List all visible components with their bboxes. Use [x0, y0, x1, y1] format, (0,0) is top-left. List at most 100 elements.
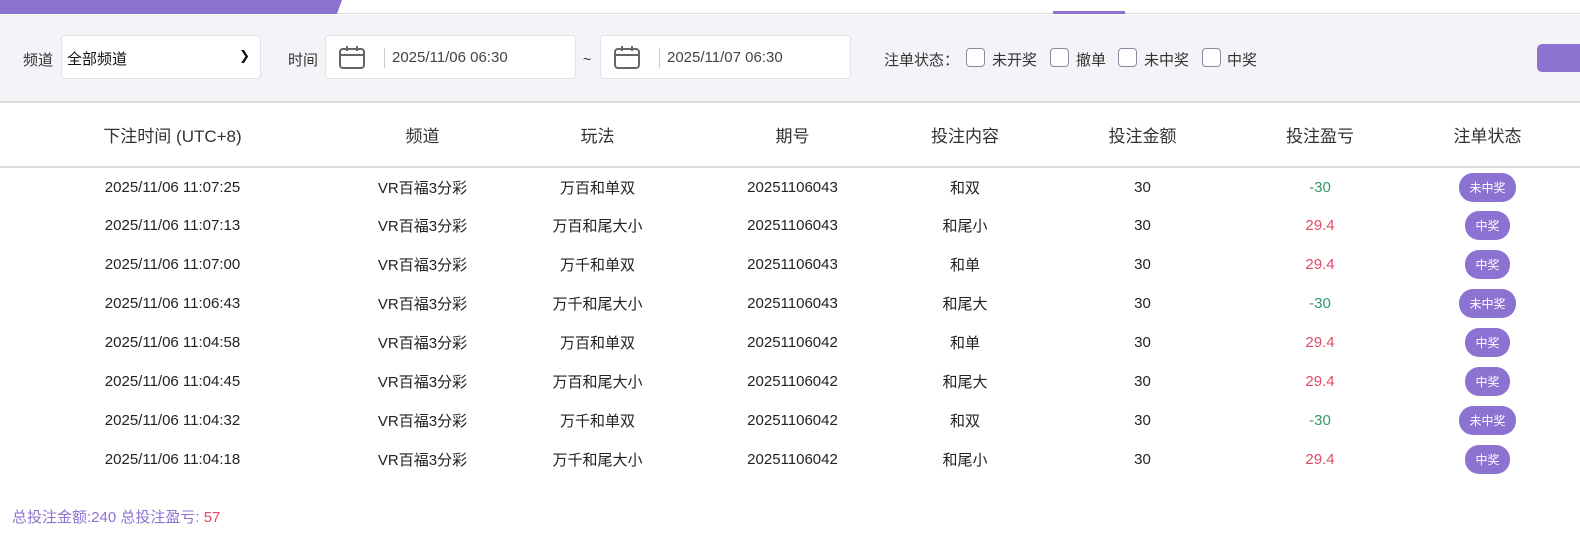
top-tabs [0, 0, 1580, 14]
search-button[interactable] [1537, 44, 1580, 72]
bet-status-cell: 中奖 [1395, 245, 1580, 284]
bet-amount-cell: 30 [1134, 451, 1151, 468]
issue-number-cell: 20251106042 [747, 451, 838, 468]
start-date-value: 2025/11/06 06:30 [392, 49, 508, 66]
bet-profit-cell: 29.4 [1305, 334, 1335, 351]
status-badge: 中奖 [1465, 367, 1510, 396]
bet-status-cell: 中奖 [1395, 323, 1580, 362]
bet-time-cell: 2025/11/06 11:07:25 [104, 178, 241, 196]
bet-profit-cell: -30 [1309, 295, 1331, 312]
issue-number-cell: 20251106043 [747, 217, 838, 234]
bet-profit-cell: 29.4 [1305, 451, 1335, 468]
bet-content-cell: 和尾大 [942, 296, 988, 313]
bet-content-cell: 和双 [949, 179, 980, 197]
checkbox-won[interactable] [1202, 48, 1221, 67]
play-type-cell: 万百和尾大小 [552, 218, 643, 235]
bet-amount-cell: 30 [1134, 334, 1151, 351]
play-type-cell: 万百和尾大小 [552, 374, 643, 391]
bet-profit-cell: 29.4 [1305, 373, 1335, 390]
checkbox-lost[interactable] [1118, 48, 1137, 67]
issue-number-cell: 20251106042 [747, 334, 838, 351]
end-date-value: 2025/11/07 06:30 [667, 49, 783, 66]
table-row: 2025/11/06 11:07:25 VR百福3分彩 万百和单双 202511060… [0, 167, 1580, 206]
table-row: 2025/11/06 11:06:43 VR百福3分彩 万千和尾大小 20251106… [0, 284, 1580, 323]
calendar-icon [614, 46, 640, 69]
bet-profit-cell: -30 [1309, 412, 1331, 429]
column-header: 期号 [695, 103, 890, 168]
active-tab-banner[interactable] [0, 0, 342, 14]
bet-amount-cell: 30 [1134, 295, 1151, 312]
column-header: 投注内容 [890, 103, 1040, 168]
column-header: 频道 [345, 103, 500, 168]
table-row: 2025/11/06 11:04:18 VR百福3分彩 万千和尾大小 20251106… [0, 440, 1580, 479]
bet-time-cell: 2025/11/06 11:04:18 [104, 451, 241, 468]
chevron-down-icon: ❯ [239, 48, 250, 63]
bet-content-cell: 和双 [949, 413, 980, 430]
total-amount-label: 总投注金额: [12, 509, 92, 526]
channel-label: 频道 [23, 52, 54, 69]
column-header: 注单状态 [1395, 103, 1580, 168]
bet-content-cell: 和单 [949, 335, 980, 352]
play-type-cell: 万千和尾大小 [552, 452, 643, 469]
status-badge: 未中奖 [1459, 289, 1516, 318]
bet-amount-cell: 30 [1134, 412, 1151, 429]
filter-bar: 频道 全部频道 ❯ 时间 2025/11/06 06:30 ~ 2025/11/… [0, 15, 1580, 103]
channel-cell: VR百福3分彩 [377, 218, 468, 235]
channel-cell: VR百福3分彩 [377, 374, 468, 391]
status-option-label: 未开奖 [992, 52, 1038, 69]
play-type-cell: 万百和单双 [559, 335, 635, 352]
column-header: 投注盈亏 [1245, 103, 1395, 168]
channel-select[interactable]: 全部频道 ❯ [61, 35, 261, 79]
bet-profit-cell: 29.4 [1305, 256, 1335, 273]
channel-cell: VR百福3分彩 [377, 257, 468, 274]
table-row: 2025/11/06 11:04:45 VR百福3分彩 万百和尾大小 20251106… [0, 362, 1580, 401]
issue-number-cell: 20251106042 [747, 373, 838, 390]
bet-amount-cell: 30 [1134, 256, 1151, 273]
total-profit-label: 总投注盈亏: [116, 509, 204, 526]
bet-amount-cell: 30 [1134, 217, 1151, 234]
channel-value: 全部频道 [67, 51, 128, 68]
channel-cell: VR百福3分彩 [377, 413, 468, 430]
bet-content-cell: 和尾小 [942, 218, 988, 235]
total-profit: 57 [203, 509, 221, 526]
bet-status-cell: 中奖 [1395, 362, 1580, 401]
table-row: 2025/11/06 11:04:32 VR百福3分彩 万千和单双 202511060… [0, 401, 1580, 440]
status-badge: 未中奖 [1459, 172, 1516, 202]
status-badge: 中奖 [1465, 250, 1510, 279]
status-option-label: 撤单 [1076, 52, 1107, 69]
total-amount: 240 [91, 509, 117, 526]
end-date-input[interactable]: 2025/11/07 06:30 [600, 35, 851, 79]
time-label: 时间 [288, 52, 319, 69]
checkbox-pending[interactable] [966, 48, 985, 67]
status-option-label: 中奖 [1227, 52, 1258, 69]
bets-table: 下注时间 (UTC+8) 频道 玩法 期号 投注内容 投注金额 投注盈亏 注单状态 2025/… [0, 103, 1580, 479]
status-badge: 中奖 [1465, 328, 1510, 357]
bet-time-cell: 2025/11/06 11:07:13 [104, 217, 241, 234]
bet-time-cell: 2025/11/06 11:06:43 [104, 295, 241, 312]
column-header: 玩法 [500, 103, 695, 168]
issue-number-cell: 20251106042 [747, 412, 838, 429]
bet-status-cell: 中奖 [1395, 206, 1580, 245]
status-option-label: 未中奖 [1144, 52, 1190, 69]
bet-content-cell: 和单 [949, 257, 980, 274]
start-date-input[interactable]: 2025/11/06 06:30 [325, 35, 576, 79]
table-row: 2025/11/06 11:04:58 VR百福3分彩 万百和单双 202511060… [0, 323, 1580, 362]
bet-time-cell: 2025/11/06 11:04:58 [104, 334, 241, 351]
bet-content-cell: 和尾大 [942, 374, 988, 391]
issue-number-cell: 20251106043 [747, 295, 838, 312]
play-type-cell: 万千和单双 [559, 257, 635, 274]
range-separator: ~ [583, 51, 592, 67]
bet-status-cell: 未中奖 [1395, 167, 1580, 206]
status-badge: 中奖 [1465, 211, 1510, 240]
column-header: 投注金额 [1040, 103, 1245, 168]
summary: 总投注金额:240 总投注盈亏: 57 [12, 506, 220, 527]
bet-profit-cell: 29.4 [1305, 217, 1335, 234]
checkbox-cancelled[interactable] [1050, 48, 1069, 67]
bet-status-cell: 中奖 [1395, 440, 1580, 479]
channel-cell: VR百福3分彩 [377, 296, 468, 313]
channel-cell: VR百福3分彩 [377, 179, 468, 197]
table-row: 2025/11/06 11:07:00 VR百福3分彩 万千和单双 202511060… [0, 245, 1580, 284]
play-type-cell: 万千和尾大小 [552, 296, 643, 313]
channel-cell: VR百福3分彩 [377, 452, 468, 469]
active-tab-indicator [1053, 11, 1125, 14]
